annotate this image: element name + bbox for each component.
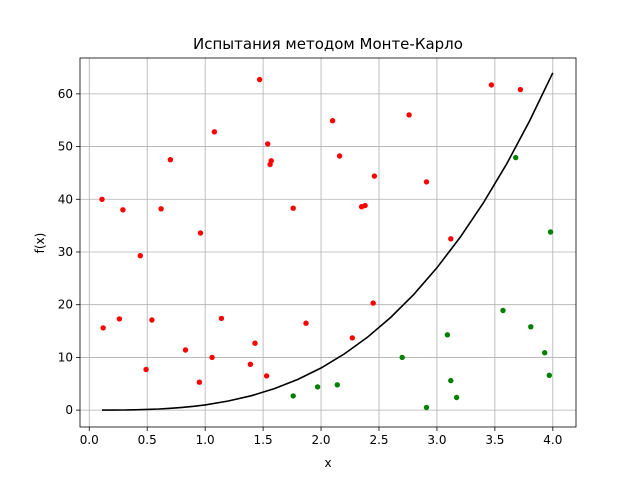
point-above-curve [149, 317, 155, 323]
point-above-curve [362, 202, 368, 209]
point-above-curve [256, 76, 263, 83]
point-above-curve [197, 230, 204, 236]
chart-title: Испытания методом Монте-Карло [193, 35, 463, 53]
point-above-curve [218, 315, 225, 322]
x-tick-label: 1.5 [254, 433, 273, 447]
point-below-curve [513, 154, 519, 161]
point-above-curve [158, 206, 164, 212]
point-above-curve [143, 366, 149, 373]
point-above-curve [100, 325, 106, 331]
point-below-curve [542, 350, 548, 356]
point-below-curve [453, 394, 460, 401]
point-above-curve [370, 300, 376, 306]
x-tick-label: 4.0 [543, 433, 562, 447]
point-below-curve [444, 332, 451, 338]
y-tick-label: 50 [58, 140, 73, 154]
y-tick-label: 40 [58, 192, 73, 206]
point-above-curve [488, 82, 495, 88]
point-above-curve [303, 320, 309, 326]
point-below-curve [290, 393, 296, 399]
point-below-curve [423, 404, 430, 411]
point-below-curve [448, 377, 454, 384]
point-above-curve [336, 153, 343, 159]
point-above-curve [211, 129, 218, 135]
x-axis-label: x [324, 456, 331, 470]
plot-area: 0.0 0.5 1.0 1.5 2.0 2.5 3.0 3.5 4.0 0 10 20 30 40 50 60 [58, 57, 577, 447]
point-above-curve [99, 196, 105, 202]
point-above-curve [137, 253, 143, 259]
point-above-curve [116, 316, 123, 322]
point-below-curve [528, 324, 534, 330]
x-tick-label: 3.0 [427, 433, 446, 447]
point-above-curve [182, 347, 189, 353]
x-tick-label: 0.5 [138, 433, 157, 447]
point-above-curve [263, 373, 270, 379]
axes-frame [79, 57, 577, 428]
point-above-curve [371, 173, 378, 179]
point-below-curve [334, 382, 340, 388]
y-tick-label: 20 [58, 298, 73, 312]
y-tick-label: 60 [58, 87, 73, 101]
y-axis-label: f(x) [33, 233, 47, 254]
point-above-curve [329, 118, 336, 124]
point-above-curve [406, 112, 412, 118]
point-above-curve [196, 379, 203, 385]
point-above-curve [265, 141, 271, 147]
point-above-curve [268, 158, 274, 164]
point-below-curve [399, 354, 405, 361]
point-above-curve [517, 86, 524, 93]
point-above-curve [247, 361, 254, 367]
point-below-curve [500, 307, 506, 314]
x-tick-label: 1.0 [196, 433, 215, 447]
point-above-curve [423, 179, 430, 185]
point-above-curve [448, 236, 454, 242]
function-curve [102, 72, 554, 411]
point-above-curve [290, 205, 296, 211]
x-tick-label: 2.0 [311, 433, 330, 447]
point-below-curve [314, 384, 321, 390]
y-tick-label: 10 [58, 350, 73, 364]
point-above-curve [349, 335, 355, 341]
point-below-curve [546, 372, 552, 378]
x-tick-label: 3.5 [485, 433, 504, 447]
y-tick-label: 30 [58, 245, 73, 259]
point-above-curve [120, 207, 126, 213]
point-above-curve [209, 354, 215, 361]
y-tick-label: 0 [65, 403, 73, 417]
point-above-curve [167, 157, 174, 163]
x-tick-label: 2.5 [369, 433, 388, 447]
point-below-curve [547, 229, 554, 235]
point-above-curve [252, 340, 258, 346]
x-tick-label: 0.0 [80, 433, 99, 447]
